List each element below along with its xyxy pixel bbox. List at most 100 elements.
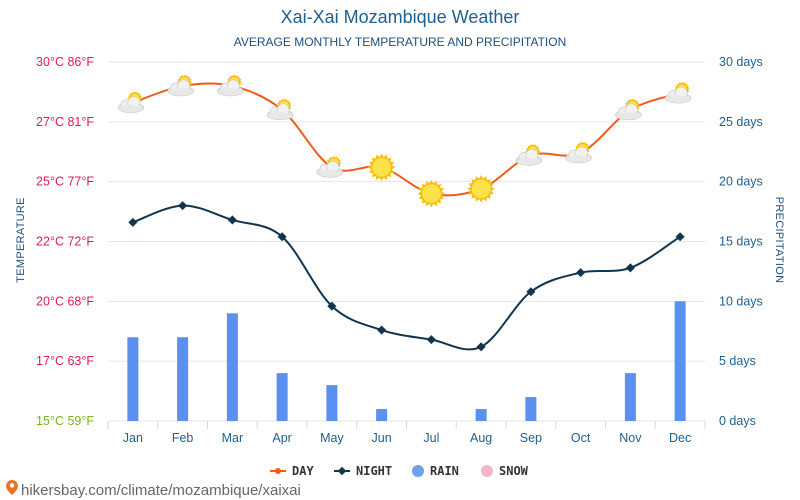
night-point	[227, 215, 237, 225]
temperature-lines	[128, 82, 685, 352]
sun-icon	[467, 175, 495, 203]
x-tick-label: Apr	[272, 431, 291, 445]
legend-night-diamond	[337, 466, 347, 476]
partly-cloudy-icon	[515, 143, 543, 166]
x-tick-label: Mar	[222, 431, 244, 445]
cloud-fill	[616, 112, 641, 120]
right-axis-label: PRECIPITATION	[773, 197, 785, 284]
rain-bar	[276, 373, 288, 421]
cloud	[664, 86, 692, 104]
rain-bar	[376, 409, 388, 421]
partly-cloudy-icon	[117, 91, 145, 113]
cloud-fill	[516, 157, 541, 165]
rain-bar	[525, 397, 537, 421]
left-tick-label: 30°C 86°F	[36, 55, 94, 69]
left-tick-label: 27°C 81°F	[36, 115, 94, 129]
cloud	[167, 79, 194, 97]
rain-bar	[475, 409, 487, 421]
chart-title: Xai-Xai Mozambique Weather	[281, 7, 520, 27]
sun-icon	[417, 179, 446, 208]
left-tick-label: 22°C 72°F	[36, 235, 94, 249]
right-tick-label: 5 days	[719, 354, 756, 368]
left-tick-label: 15°C 59°F	[36, 414, 94, 428]
cloud-fill	[566, 155, 591, 163]
legend-day-dot	[275, 468, 281, 474]
cloud-fill	[268, 112, 293, 120]
cloud-fill	[118, 105, 143, 113]
partly-cloudy-icon	[664, 81, 692, 104]
day-line	[132, 82, 681, 197]
sun-core	[470, 178, 492, 200]
legend-label: SNOW	[499, 464, 529, 478]
left-tick-label: 25°C 77°F	[36, 175, 94, 189]
partly-cloudy-icon	[167, 74, 194, 97]
legend-snow-swatch	[481, 465, 493, 477]
left-axis-label: TEMPERATURE	[15, 197, 27, 283]
night-point	[476, 342, 486, 352]
partly-cloudy-icon	[266, 98, 294, 121]
x-tick-label: May	[320, 431, 344, 445]
cloud-fill	[666, 95, 691, 103]
chart-subtitle: AVERAGE MONTHLY TEMPERATURE AND PRECIPIT…	[234, 35, 567, 49]
night-point	[377, 325, 387, 335]
cloud	[217, 79, 244, 97]
legend-label: RAIN	[430, 464, 459, 478]
sun-icon	[367, 153, 396, 182]
rain-bars	[127, 301, 686, 421]
legend-item-day: DAY	[270, 464, 314, 478]
sun-core	[420, 183, 442, 205]
x-tick-label: Feb	[172, 431, 194, 445]
x-tick-label: Oct	[571, 431, 591, 445]
x-tick-label: Sep	[520, 431, 542, 445]
legend-item-rain: RAIN	[412, 464, 459, 478]
cloud	[565, 146, 592, 164]
cloud	[266, 103, 294, 121]
legend-item-snow: SNOW	[481, 464, 529, 478]
legend: DAY NIGHT RAIN SNOW	[270, 464, 529, 478]
legend-rain-swatch	[412, 465, 424, 477]
night-point	[178, 201, 188, 211]
source-text: hikersbay.com/climate/mozambique/xaixai	[21, 482, 301, 499]
rain-bar	[177, 337, 189, 421]
right-tick-label: 30 days	[719, 55, 763, 69]
x-tick-label: Jun	[372, 431, 392, 445]
sun-core	[371, 156, 393, 178]
night-point	[625, 263, 635, 273]
cloud	[515, 149, 543, 166]
source-link[interactable]: hikersbay.com/climate/mozambique/xaixai	[6, 480, 301, 499]
night-point	[576, 268, 586, 278]
x-tick-label: Jan	[123, 431, 143, 445]
right-tick-label: 20 days	[719, 175, 763, 189]
rain-bar	[127, 337, 139, 421]
night-point	[426, 335, 436, 345]
legend-label: DAY	[292, 464, 314, 478]
right-tick-label: 10 days	[719, 294, 763, 308]
partly-cloudy-icon	[217, 74, 244, 97]
weather-icons	[117, 74, 692, 208]
rain-bar	[624, 373, 636, 421]
cloud-fill	[317, 169, 342, 177]
right-tick-label: 0 days	[719, 414, 756, 428]
right-tick-label: 15 days	[719, 235, 763, 249]
cloud	[316, 161, 344, 178]
night-point	[128, 217, 138, 227]
cloud	[117, 96, 145, 113]
cloud-fill	[218, 88, 243, 96]
x-axis-ticks: Jan Feb Mar Apr May Jun Jul Aug Sep Oct Nov Dec	[123, 431, 691, 445]
partly-cloudy-icon	[316, 155, 344, 178]
x-tick-label: Aug	[470, 431, 492, 445]
right-tick-label: 25 days	[719, 115, 763, 129]
rain-bar	[226, 313, 238, 421]
left-tick-label: 20°C 68°F	[36, 294, 94, 308]
partly-cloudy-icon	[615, 98, 642, 121]
partly-cloudy-icon	[565, 141, 592, 164]
night-line	[132, 204, 681, 351]
left-tick-label: 17°C 63°F	[36, 354, 94, 368]
grid	[107, 61, 706, 429]
location-pin-icon	[6, 480, 18, 495]
legend-item-night: NIGHT	[334, 464, 392, 478]
x-tick-label: Dec	[669, 431, 691, 445]
right-axis-ticks: 0 days 5 days 10 days 15 days 20 days 25 days…	[719, 55, 763, 428]
